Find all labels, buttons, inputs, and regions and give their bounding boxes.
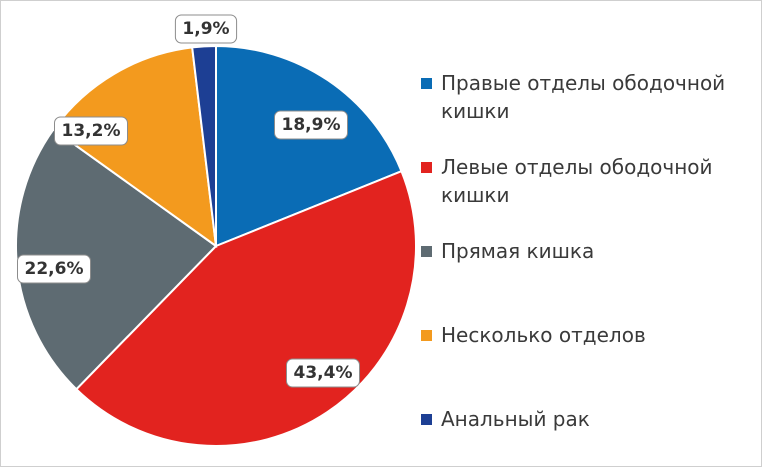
legend-label: Анальный рак xyxy=(441,407,590,431)
data-label-text: 43,4% xyxy=(294,363,353,383)
pie-data-labels: 18,9% 43,4% 22,6% 13,2% 1,9% xyxy=(17,14,360,388)
data-label-5: 1,9% xyxy=(174,14,238,44)
legend-swatch xyxy=(421,414,432,425)
data-label-1: 18,9% xyxy=(274,110,348,140)
data-label-text: 18,9% xyxy=(282,115,341,135)
legend-item-right-colon: Правые отделы ободочной кишки xyxy=(421,69,756,125)
pie-slice-3 xyxy=(14,128,218,391)
data-label-box xyxy=(174,14,238,44)
legend-swatch xyxy=(421,78,432,89)
legend-label: Несколько отделов xyxy=(441,323,646,347)
legend-swatch xyxy=(421,246,432,257)
data-label-2: 43,4% xyxy=(286,358,360,388)
legend-swatch xyxy=(421,330,432,341)
pie-slice-5 xyxy=(191,44,217,247)
legend-item-rectum: Прямая кишка xyxy=(421,237,756,265)
data-label-box xyxy=(17,254,91,284)
data-label-text: 22,6% xyxy=(25,259,84,279)
legend-item-anal-cancer: Анальный рак xyxy=(421,405,756,433)
legend-item-multiple-sections: Несколько отделов xyxy=(421,321,756,349)
legend-label: Левые отделы ободочной кишки xyxy=(441,155,713,207)
data-label-4: 13,2% xyxy=(54,116,128,146)
legend-swatch xyxy=(421,162,432,173)
data-label-text: 1,9% xyxy=(182,19,229,39)
data-label-box xyxy=(286,358,360,388)
pie-slice-1 xyxy=(215,44,403,248)
data-label-box xyxy=(274,110,348,140)
legend-item-left-colon: Левые отделы ободочной кишки xyxy=(421,153,756,209)
legend-label: Прямая кишка xyxy=(441,239,595,263)
legend-label: Правые отделы ободочной кишки xyxy=(441,71,726,123)
data-label-3: 22,6% xyxy=(17,254,91,284)
data-label-text: 13,2% xyxy=(62,121,121,141)
data-label-box xyxy=(54,116,128,146)
